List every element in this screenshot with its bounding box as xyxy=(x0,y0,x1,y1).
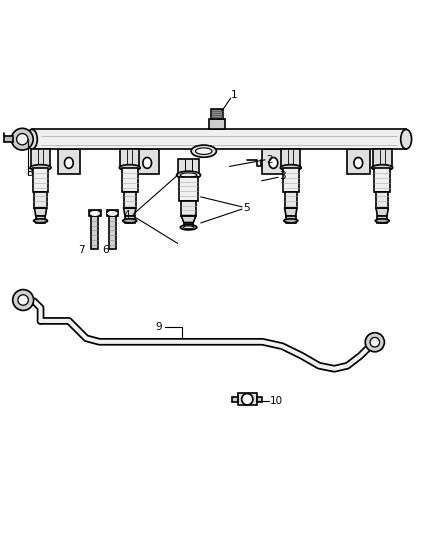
Ellipse shape xyxy=(183,226,194,229)
Bar xyxy=(288,166,293,169)
Text: 10: 10 xyxy=(270,395,283,406)
Circle shape xyxy=(11,128,33,150)
Ellipse shape xyxy=(284,219,298,223)
Bar xyxy=(257,397,262,402)
Bar xyxy=(124,192,136,208)
Text: 1: 1 xyxy=(231,91,237,100)
Bar xyxy=(57,149,80,174)
Bar xyxy=(127,166,132,169)
Polygon shape xyxy=(285,208,297,216)
Circle shape xyxy=(17,134,28,145)
Bar xyxy=(89,211,101,216)
Bar xyxy=(181,201,196,215)
Bar xyxy=(374,168,390,192)
Bar xyxy=(4,136,13,142)
Bar xyxy=(92,216,99,249)
Bar xyxy=(209,118,225,130)
Bar xyxy=(178,159,199,173)
Bar xyxy=(285,192,297,208)
Text: 7: 7 xyxy=(78,245,85,255)
Ellipse shape xyxy=(269,157,278,168)
Bar xyxy=(380,166,385,169)
Polygon shape xyxy=(124,208,136,216)
Bar xyxy=(125,216,134,223)
Bar xyxy=(283,168,299,192)
Bar xyxy=(211,109,223,118)
Ellipse shape xyxy=(180,173,197,177)
Text: 3: 3 xyxy=(279,171,286,181)
Ellipse shape xyxy=(401,130,412,149)
Bar xyxy=(233,397,238,402)
Bar xyxy=(32,130,406,149)
Bar xyxy=(281,149,300,166)
Bar xyxy=(109,216,116,249)
Circle shape xyxy=(242,393,253,405)
Ellipse shape xyxy=(89,211,101,216)
Bar xyxy=(184,223,193,229)
Text: 4: 4 xyxy=(123,210,130,220)
Bar xyxy=(347,149,370,174)
Circle shape xyxy=(13,289,34,310)
Bar xyxy=(179,177,198,201)
Polygon shape xyxy=(35,208,47,216)
Circle shape xyxy=(370,337,380,347)
Bar xyxy=(33,168,48,192)
Bar xyxy=(120,149,139,166)
Bar xyxy=(238,393,257,405)
Ellipse shape xyxy=(195,148,212,155)
Ellipse shape xyxy=(375,219,389,223)
Circle shape xyxy=(18,295,28,305)
Polygon shape xyxy=(376,208,389,216)
Circle shape xyxy=(365,333,385,352)
Bar xyxy=(122,168,138,192)
Ellipse shape xyxy=(107,211,118,216)
Ellipse shape xyxy=(177,171,201,179)
Bar xyxy=(262,149,285,174)
Ellipse shape xyxy=(119,165,140,171)
Ellipse shape xyxy=(280,165,301,171)
Bar xyxy=(378,216,387,223)
Bar xyxy=(376,192,389,208)
Ellipse shape xyxy=(34,219,47,223)
Bar xyxy=(286,216,296,223)
Text: 2: 2 xyxy=(266,155,272,165)
Ellipse shape xyxy=(354,157,363,168)
Text: 9: 9 xyxy=(156,322,162,333)
Bar xyxy=(36,216,46,223)
Bar xyxy=(107,211,118,216)
Ellipse shape xyxy=(64,157,73,168)
Text: 6: 6 xyxy=(102,245,109,255)
Ellipse shape xyxy=(180,225,197,230)
Ellipse shape xyxy=(191,145,216,157)
Bar xyxy=(373,149,392,166)
Ellipse shape xyxy=(123,219,137,223)
Text: 5: 5 xyxy=(243,203,250,213)
Bar xyxy=(38,166,43,169)
Bar xyxy=(35,192,47,208)
Bar xyxy=(136,149,159,174)
Ellipse shape xyxy=(143,157,152,168)
Text: 8: 8 xyxy=(27,168,33,179)
Ellipse shape xyxy=(372,165,392,171)
Ellipse shape xyxy=(26,130,37,149)
Polygon shape xyxy=(181,215,196,223)
Ellipse shape xyxy=(30,165,51,171)
Bar xyxy=(31,149,50,166)
